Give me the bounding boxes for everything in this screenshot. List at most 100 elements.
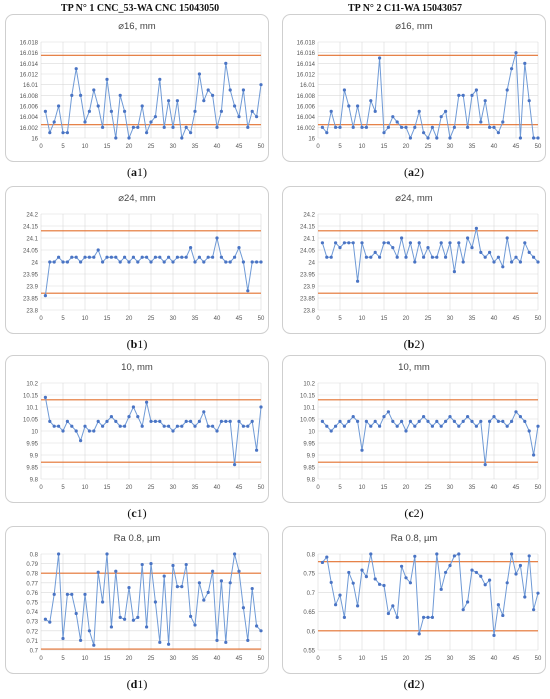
data-point (241, 424, 245, 428)
data-point (413, 554, 417, 558)
data-point (114, 569, 118, 573)
panel-caption: (b2) (384, 337, 444, 352)
y-tick-label: 16 (31, 137, 38, 143)
x-tick-label: 35 (469, 485, 476, 491)
x-tick-label: 20 (403, 144, 410, 150)
data-point (57, 255, 61, 259)
y-tick-label: 16.008 (20, 94, 39, 100)
data-point (162, 574, 166, 578)
data-point (400, 125, 404, 129)
y-tick-label: 23.85 (23, 297, 39, 303)
data-point (140, 255, 144, 259)
data-point (382, 583, 386, 588)
data-point (101, 260, 105, 264)
data-point (320, 241, 324, 245)
data-point (474, 570, 478, 575)
x-tick-label: 35 (192, 485, 199, 491)
data-point (382, 415, 386, 419)
x-tick-label: 10 (82, 485, 89, 491)
chart-title: Ra 0.8, µm (114, 533, 161, 544)
data-point (514, 410, 518, 414)
data-point (145, 131, 149, 135)
data-point (452, 419, 456, 423)
data-point (422, 255, 426, 259)
data-point (430, 615, 434, 619)
data-point (364, 125, 368, 129)
data-point (329, 255, 333, 259)
data-point (404, 125, 408, 129)
y-tick-label: 16.008 (297, 94, 316, 100)
data-point (386, 241, 390, 245)
panel-caption: (d1) (107, 677, 167, 692)
y-tick-label: 16.004 (297, 115, 316, 121)
data-point (532, 136, 536, 140)
x-tick-label: 0 (39, 144, 43, 150)
data-point (373, 250, 377, 254)
data-point (52, 424, 56, 428)
chart-frame (5, 14, 269, 162)
data-point (202, 99, 206, 103)
x-tick-label: 25 (148, 656, 155, 662)
data-point (233, 104, 237, 108)
data-point (162, 260, 166, 264)
data-point (408, 581, 412, 585)
data-point (206, 424, 210, 428)
data-point (457, 93, 461, 97)
data-point (153, 419, 157, 423)
data-point (96, 104, 100, 108)
data-point (382, 131, 386, 135)
data-point (448, 415, 452, 419)
data-point (413, 424, 417, 428)
data-point (246, 289, 250, 293)
data-point (452, 270, 456, 274)
y-tick-label: 23.95 (300, 273, 316, 279)
data-point (237, 115, 241, 119)
data-point (109, 415, 113, 419)
y-tick-label: 24.15 (23, 225, 39, 231)
data-point (237, 246, 241, 250)
data-point (356, 604, 360, 608)
y-tick-label: 0.79 (26, 562, 38, 568)
data-point (255, 115, 259, 119)
data-point (87, 429, 91, 433)
data-point (118, 93, 122, 97)
data-point (48, 419, 52, 423)
y-tick-label: 16 (308, 137, 315, 143)
x-tick-label: 15 (381, 316, 388, 322)
caption-paren: ( (126, 677, 131, 691)
data-point (386, 611, 390, 616)
data-point (241, 606, 245, 610)
data-point (466, 236, 470, 240)
data-point (224, 419, 228, 423)
data-point (351, 581, 355, 585)
data-point (140, 104, 144, 108)
x-tick-label: 25 (148, 316, 155, 322)
panel-caption: (a2) (384, 165, 444, 180)
data-point (43, 617, 48, 621)
right-column-header: TP N° 2 C11-WA 15043057 (347, 3, 462, 14)
data-point (461, 93, 465, 97)
data-point (532, 255, 536, 259)
data-point (329, 109, 333, 113)
data-point (488, 419, 492, 423)
caption-letter: b (407, 337, 415, 351)
data-point (334, 125, 338, 129)
data-point (347, 241, 351, 245)
chart-d2: Ra 0.8, µm 0.55 0.6 0.65 0.7 0.75 0.8 0 5 10 15 20 2… (282, 526, 546, 674)
data-point (444, 109, 448, 113)
data-point (79, 260, 83, 264)
x-tick-label: 25 (148, 144, 155, 150)
y-tick-label: 0.55 (303, 649, 315, 655)
y-tick-label: 0.71 (26, 639, 38, 645)
data-point (369, 424, 373, 428)
data-point (123, 617, 127, 621)
caption-letter: c (131, 506, 137, 520)
data-point (488, 250, 492, 254)
x-tick-label: 30 (170, 316, 177, 322)
data-point (536, 136, 540, 140)
data-point (386, 125, 390, 129)
data-point (175, 255, 179, 259)
y-tick-label: 0.6 (307, 629, 316, 635)
y-tick-label: 16.014 (297, 62, 316, 68)
y-tick-label: 23.8 (303, 309, 315, 315)
